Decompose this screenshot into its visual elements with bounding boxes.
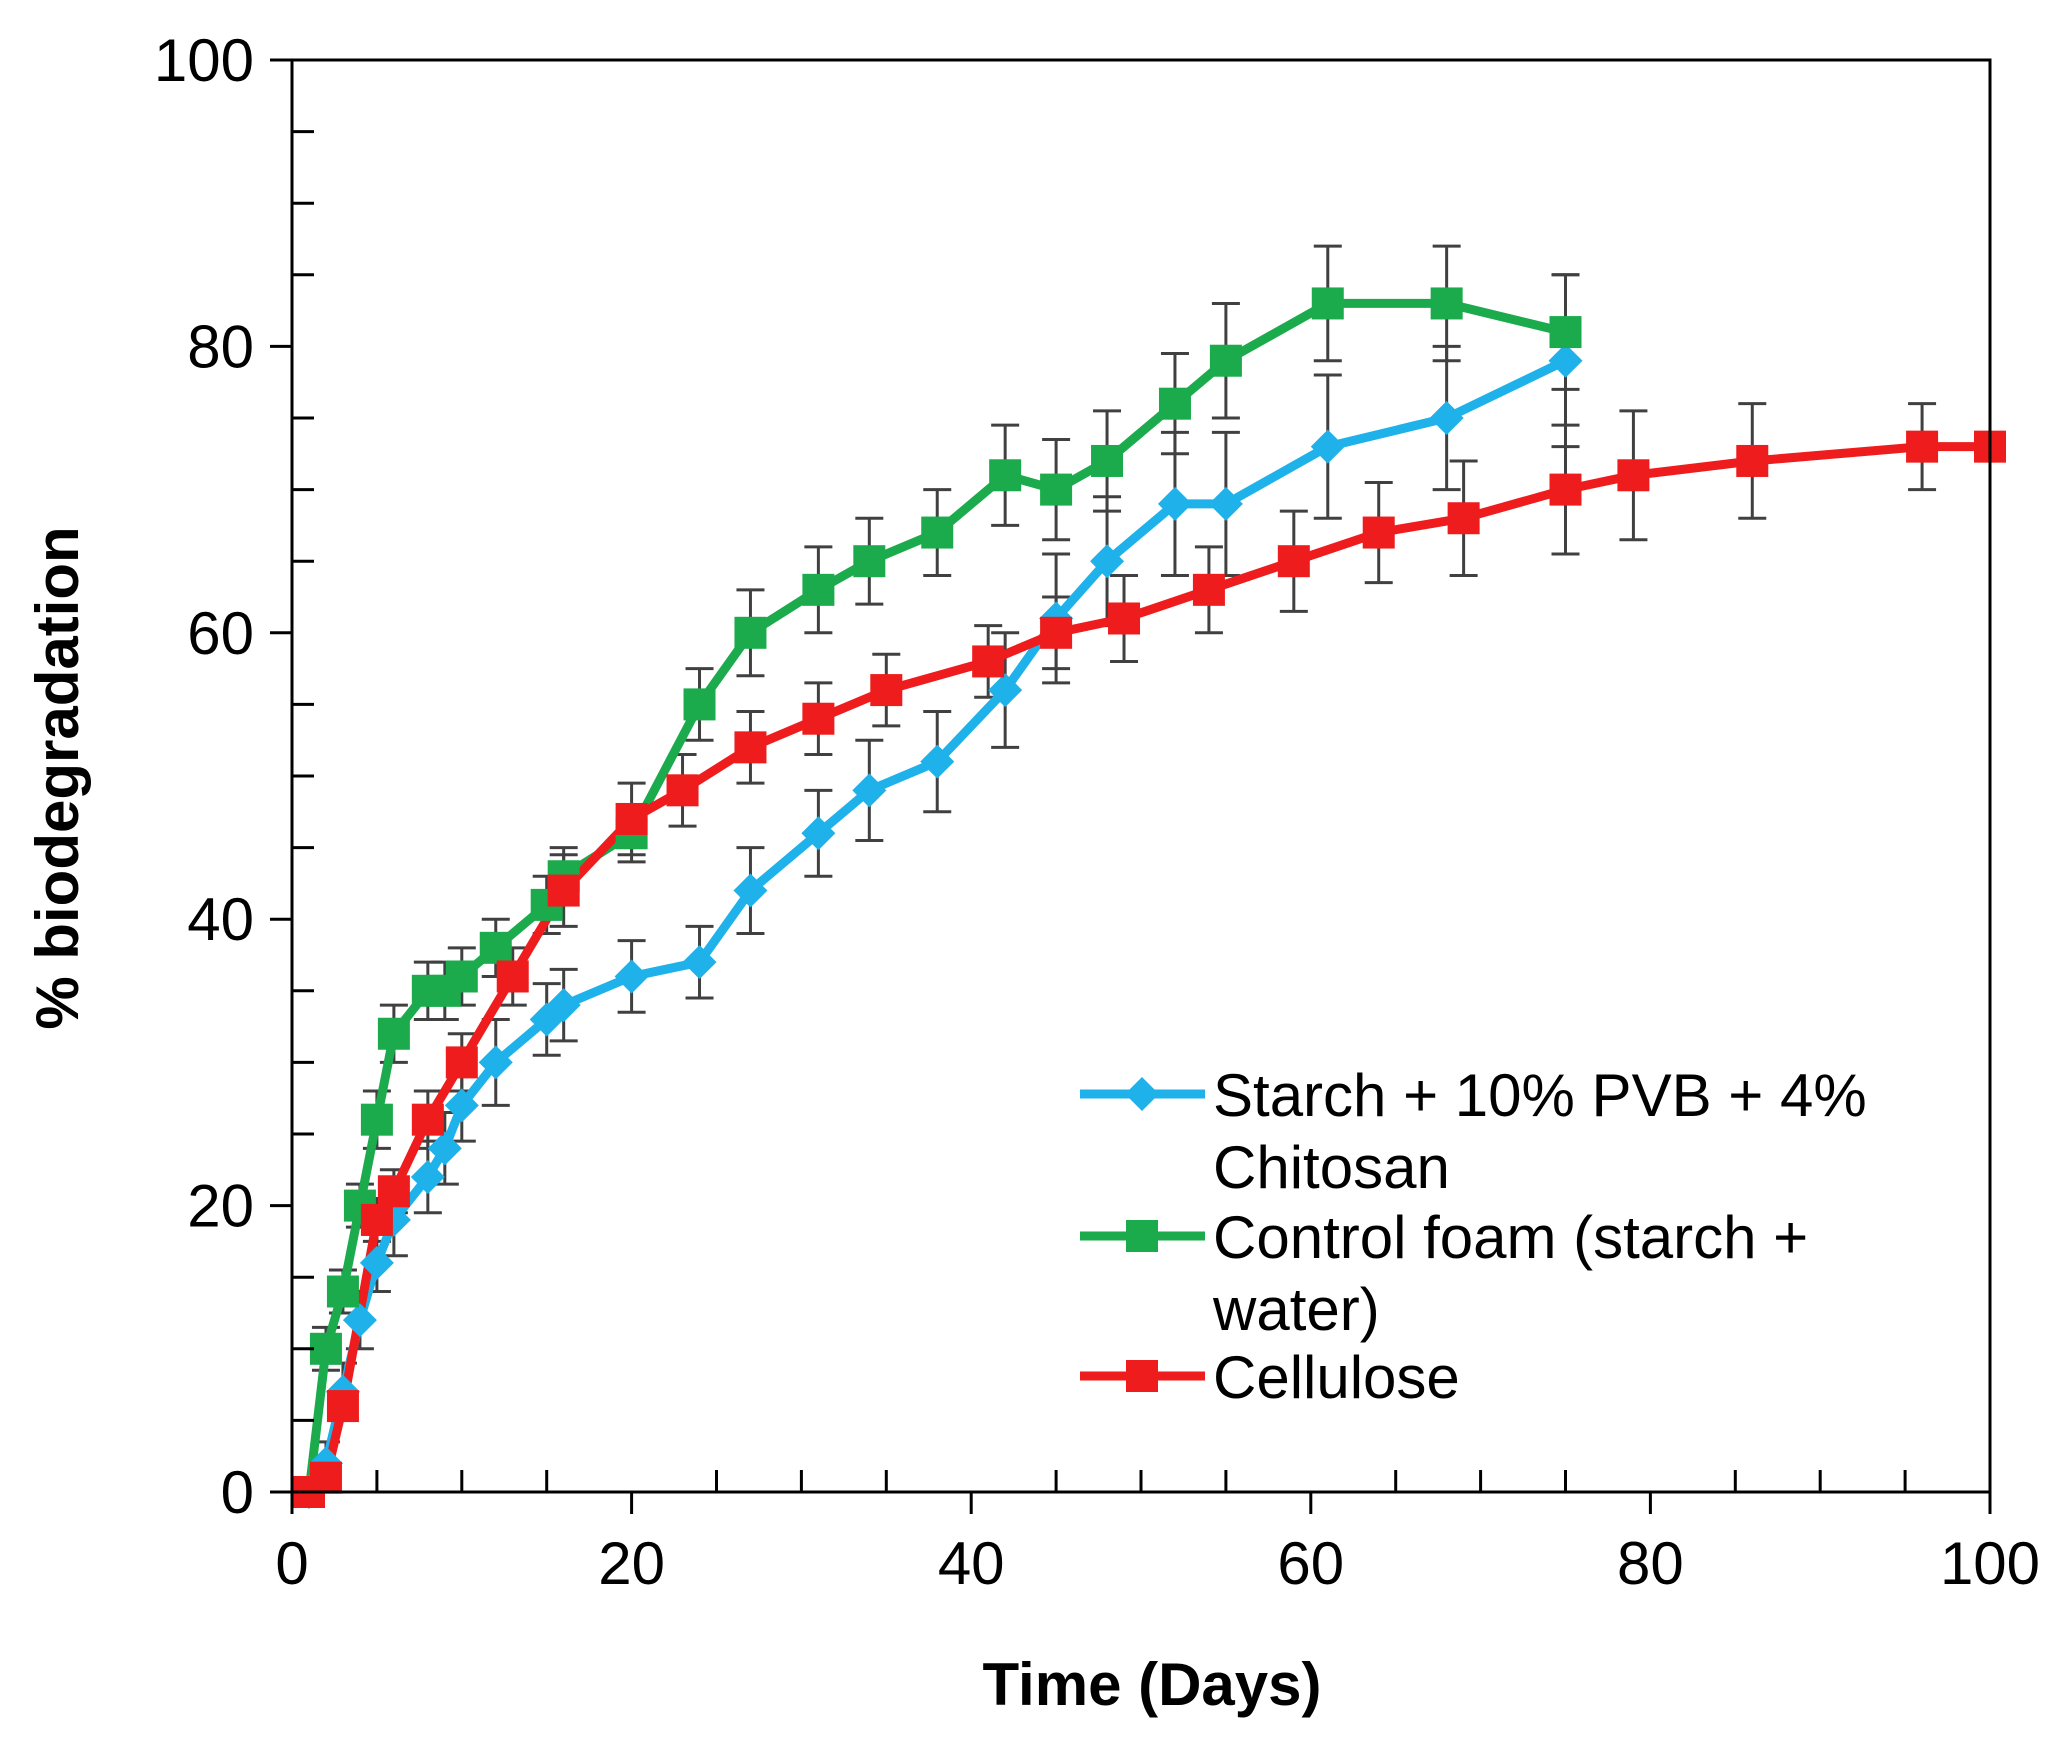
series-markers-layer bbox=[291, 287, 2006, 1509]
data-point-series-1 bbox=[989, 459, 1022, 492]
data-point-series-1 bbox=[802, 573, 835, 606]
legend-label: Cellulose bbox=[1213, 1344, 1460, 1411]
data-point-series-0 bbox=[682, 945, 717, 980]
legend-label: Control foam (starch + bbox=[1213, 1204, 1808, 1271]
x-tick-label: 40 bbox=[938, 1530, 1005, 1597]
legend-entry-0: Starch + 10% PVB + 4%Chitosan bbox=[1080, 1062, 1867, 1201]
legend-entry-2: Cellulose bbox=[1080, 1344, 1460, 1411]
y-tick-label: 40 bbox=[187, 886, 254, 953]
data-point-series-0 bbox=[427, 1131, 462, 1166]
data-point-series-0 bbox=[342, 1303, 377, 1338]
legend-marker-swatch bbox=[1126, 1360, 1158, 1392]
legend-marker-swatch bbox=[1125, 1077, 1159, 1111]
data-point-series-2 bbox=[411, 1103, 444, 1136]
x-tick-label: 20 bbox=[598, 1530, 665, 1597]
x-tick-label: 0 bbox=[275, 1530, 308, 1597]
legend-label: Starch + 10% PVB + 4% bbox=[1213, 1062, 1867, 1129]
data-point-series-2 bbox=[496, 960, 529, 993]
data-point-series-1 bbox=[309, 1332, 342, 1365]
data-point-series-2 bbox=[1192, 573, 1225, 606]
legend-label: Chitosan bbox=[1213, 1134, 1450, 1201]
data-point-series-2 bbox=[1108, 602, 1141, 635]
data-point-series-0 bbox=[478, 1045, 513, 1080]
data-point-series-0 bbox=[1090, 544, 1125, 579]
axes-layer: 0 20 40 60 80 100 0 20 40 60 80 100 bbox=[154, 27, 2040, 1597]
data-point-series-0 bbox=[1310, 429, 1345, 464]
y-axis-title: % biodegradation bbox=[24, 526, 91, 1029]
data-point-series-0 bbox=[801, 816, 836, 851]
data-point-series-2 bbox=[1617, 459, 1650, 492]
data-point-series-1 bbox=[1091, 444, 1124, 477]
data-point-series-1 bbox=[683, 688, 716, 721]
data-point-series-2 bbox=[547, 874, 580, 907]
data-point-series-1 bbox=[1430, 287, 1463, 320]
data-point-series-0 bbox=[546, 988, 581, 1023]
data-point-series-0 bbox=[1157, 486, 1192, 521]
data-point-series-0 bbox=[852, 773, 887, 808]
data-point-series-2 bbox=[972, 645, 1005, 678]
data-point-series-1 bbox=[734, 616, 767, 649]
data-point-series-2 bbox=[326, 1390, 359, 1423]
data-point-series-2 bbox=[1549, 473, 1582, 506]
data-point-series-2 bbox=[802, 702, 835, 735]
legend-marker-swatch bbox=[1126, 1220, 1158, 1252]
data-point-series-0 bbox=[359, 1245, 394, 1280]
data-point-series-0 bbox=[444, 1088, 479, 1123]
data-point-series-2 bbox=[377, 1175, 410, 1208]
data-point-series-2 bbox=[734, 731, 767, 764]
data-point-series-0 bbox=[410, 1159, 445, 1194]
x-tick-label: 80 bbox=[1617, 1530, 1684, 1597]
data-point-series-1 bbox=[1311, 287, 1344, 320]
data-point-series-2 bbox=[1277, 545, 1310, 578]
data-point-series-2 bbox=[445, 1046, 478, 1079]
data-point-series-1 bbox=[1549, 316, 1582, 349]
data-point-series-2 bbox=[666, 774, 699, 807]
data-point-series-2 bbox=[870, 674, 903, 707]
data-point-series-2 bbox=[309, 1461, 342, 1494]
data-point-series-2 bbox=[360, 1203, 393, 1236]
data-point-series-1 bbox=[326, 1275, 359, 1308]
y-tick-label: 100 bbox=[154, 27, 254, 94]
data-point-series-0 bbox=[920, 744, 955, 779]
data-point-series-1 bbox=[1158, 387, 1191, 420]
legend-label: water) bbox=[1212, 1276, 1380, 1343]
data-point-series-1 bbox=[377, 1017, 410, 1050]
data-point-series-2 bbox=[1040, 616, 1073, 649]
data-point-series-0 bbox=[1548, 343, 1583, 378]
y-tick-label: 60 bbox=[187, 600, 254, 667]
data-point-series-2 bbox=[1906, 430, 1939, 463]
data-point-series-1 bbox=[1209, 344, 1242, 377]
data-point-series-1 bbox=[1040, 473, 1073, 506]
data-point-series-1 bbox=[921, 516, 954, 549]
y-tick-label: 80 bbox=[187, 313, 254, 380]
data-point-series-0 bbox=[1208, 486, 1243, 521]
x-axis-title: Time (Days) bbox=[982, 1651, 1321, 1718]
data-point-series-2 bbox=[1362, 516, 1395, 549]
data-point-series-0 bbox=[733, 873, 768, 908]
data-point-series-1 bbox=[445, 960, 478, 993]
data-point-series-0 bbox=[1429, 401, 1464, 435]
x-tick-label: 60 bbox=[1277, 1530, 1344, 1597]
x-tick-label: 100 bbox=[1940, 1530, 2040, 1597]
data-point-series-2 bbox=[615, 802, 648, 835]
legend-entry-1: Control foam (starch +water) bbox=[1080, 1204, 1808, 1343]
data-point-series-1 bbox=[479, 931, 512, 964]
y-tick-label: 0 bbox=[221, 1459, 254, 1526]
data-point-series-1 bbox=[853, 545, 886, 578]
data-point-series-1 bbox=[360, 1103, 393, 1136]
y-tick-label: 20 bbox=[187, 1173, 254, 1240]
data-point-series-0 bbox=[988, 673, 1023, 708]
data-point-series-2 bbox=[1736, 444, 1769, 477]
data-point-series-0 bbox=[614, 959, 649, 994]
data-point-series-2 bbox=[1447, 502, 1480, 535]
